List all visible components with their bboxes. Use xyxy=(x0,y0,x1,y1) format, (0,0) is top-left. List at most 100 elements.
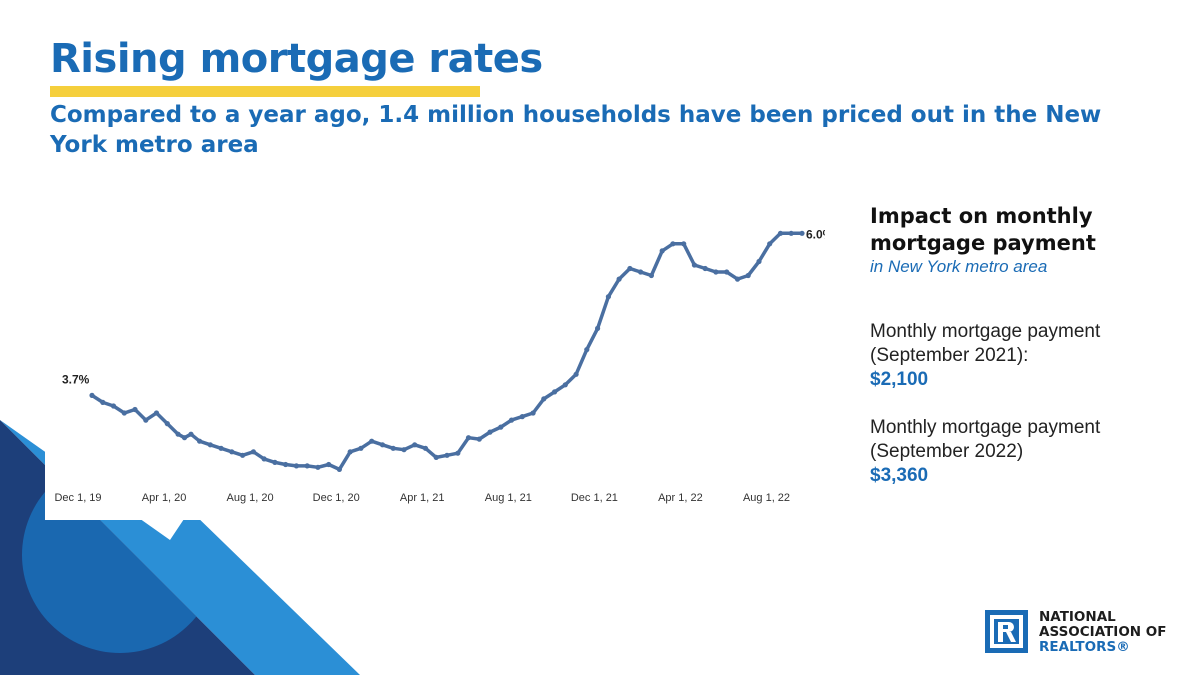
data-point xyxy=(347,449,353,455)
data-point xyxy=(508,417,515,423)
x-tick-label: Aug 1, 21 xyxy=(485,492,532,504)
data-point xyxy=(188,431,194,437)
x-tick-label: Aug 1, 22 xyxy=(743,492,790,504)
realtor-r-icon xyxy=(985,610,1028,653)
data-point xyxy=(498,424,504,430)
stat-sept-2022: Monthly mortgage payment (September 2022… xyxy=(870,416,1160,488)
value-annotation: 6.0% xyxy=(806,227,825,241)
data-point xyxy=(724,269,730,275)
data-point xyxy=(293,463,299,469)
data-point xyxy=(519,414,525,420)
x-tick-label: Apr 1, 21 xyxy=(400,492,445,504)
series-line xyxy=(91,231,802,472)
data-point xyxy=(605,294,612,300)
data-point xyxy=(379,442,386,448)
data-point xyxy=(218,445,224,451)
data-point xyxy=(153,410,160,416)
data-point xyxy=(487,429,493,435)
data-point xyxy=(283,461,289,468)
x-tick-label: Apr 1, 22 xyxy=(658,492,703,504)
chart-tick-layer: Dec 1, 19 Apr 1, 20 Aug 1, 20 Dec 1, 20 Apr … xyxy=(54,492,790,504)
data-point xyxy=(573,371,579,377)
value-annotation: 3.7% xyxy=(62,372,90,386)
data-point xyxy=(197,438,203,444)
data-point xyxy=(422,445,429,451)
data-point xyxy=(250,449,256,455)
stat-sept-2021: Monthly mortgage payment (September 2021… xyxy=(870,320,1170,392)
data-point xyxy=(702,265,708,272)
data-point xyxy=(390,445,396,451)
x-tick-label: Dec 1, 21 xyxy=(571,492,618,504)
x-tick-label: Apr 1, 20 xyxy=(142,492,187,504)
data-point xyxy=(315,464,321,470)
data-point xyxy=(616,276,622,282)
data-point xyxy=(89,392,95,398)
data-point xyxy=(412,442,418,448)
data-point xyxy=(648,272,655,279)
impact-heading: Impact on monthly mortgage payment xyxy=(870,204,1096,255)
data-point xyxy=(476,436,482,442)
data-point xyxy=(401,447,407,453)
data-point xyxy=(777,230,784,236)
data-point xyxy=(304,463,310,469)
stat-label: Monthly mortgage payment (September 2022… xyxy=(870,417,1101,462)
data-point xyxy=(584,347,590,353)
data-point xyxy=(261,456,267,462)
data-point xyxy=(595,325,601,331)
data-point xyxy=(433,454,439,460)
chart-annotation-layer: 3.7% 6.0% xyxy=(62,227,825,386)
data-point xyxy=(713,269,719,275)
x-tick-label: Dec 1, 19 xyxy=(54,492,101,504)
data-point xyxy=(181,435,188,441)
chart-line-layer xyxy=(91,231,802,472)
data-point xyxy=(767,241,773,247)
data-point xyxy=(691,262,698,268)
data-point xyxy=(659,248,665,254)
x-tick-label: Aug 1, 20 xyxy=(227,492,274,504)
nar-logo: NATIONAL ASSOCIATION OF REALTORS® xyxy=(985,610,1180,655)
page-title: Rising mortgage rates xyxy=(50,36,543,82)
data-point xyxy=(465,435,472,441)
data-point xyxy=(336,466,342,472)
data-point xyxy=(272,459,278,465)
data-point xyxy=(229,449,235,455)
data-point xyxy=(541,396,547,402)
stat-value: $3,360 xyxy=(870,465,929,486)
data-point xyxy=(681,241,687,247)
logo-text: NATIONAL ASSOCIATION OF REALTORS® xyxy=(1039,610,1167,655)
data-point xyxy=(638,269,644,275)
data-point xyxy=(143,417,149,423)
stat-value: $2,100 xyxy=(870,369,929,390)
data-point xyxy=(788,230,794,236)
data-point xyxy=(175,431,181,437)
logo-line-2: ASSOCIATION OF xyxy=(1039,624,1167,640)
stat-label: Monthly mortgage payment (September 2021… xyxy=(870,321,1101,366)
data-point xyxy=(358,445,364,451)
data-point xyxy=(799,230,805,236)
data-point xyxy=(734,276,741,282)
data-point xyxy=(207,442,213,448)
data-point xyxy=(627,265,633,272)
chart-panel: Dec 1, 19 Apr 1, 20 Aug 1, 20 Dec 1, 20 Apr … xyxy=(45,190,825,520)
data-point xyxy=(369,438,375,444)
data-point xyxy=(110,403,117,409)
data-point xyxy=(745,272,751,279)
data-point xyxy=(326,461,332,468)
data-point xyxy=(552,389,558,395)
data-point xyxy=(562,382,568,388)
data-point xyxy=(670,241,676,247)
data-point xyxy=(444,452,450,458)
mortgage-rate-chart: Dec 1, 19 Apr 1, 20 Aug 1, 20 Dec 1, 20 Apr … xyxy=(54,227,825,504)
data-point xyxy=(455,450,461,456)
data-point xyxy=(530,410,536,416)
data-point xyxy=(240,452,246,458)
data-point xyxy=(132,406,138,413)
impact-subheading: in New York metro area xyxy=(870,257,1048,276)
data-point xyxy=(756,258,762,265)
x-tick-label: Dec 1, 20 xyxy=(313,492,360,504)
chart-point-layer xyxy=(89,230,805,472)
logo-line-1: NATIONAL xyxy=(1039,609,1116,625)
page-subtitle: Compared to a year ago, 1.4 million hous… xyxy=(50,102,1102,158)
data-point xyxy=(121,410,127,416)
logo-line-3: REALTORS® xyxy=(1039,639,1130,655)
